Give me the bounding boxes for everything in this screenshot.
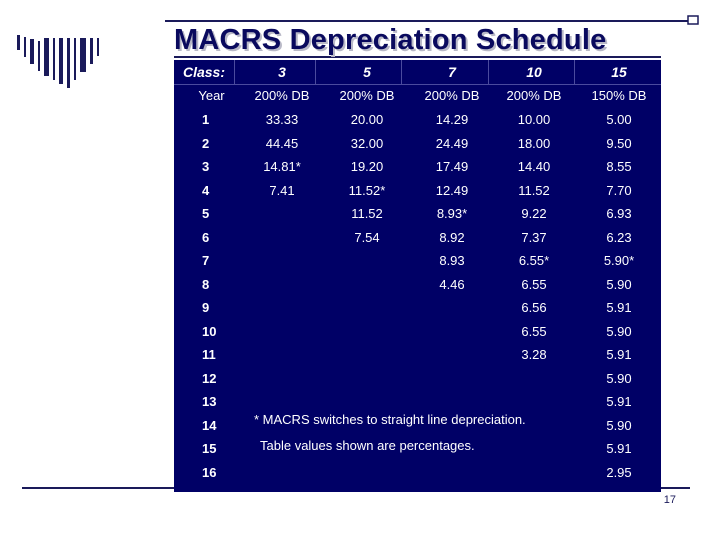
year-cell: 16 (202, 464, 217, 480)
stripe-bar (44, 38, 49, 76)
rate-cell: 14.81* (263, 159, 301, 174)
stripe-bar (17, 35, 20, 50)
class-header: 10 (526, 64, 542, 80)
rate-cell: 14.40 (517, 159, 551, 174)
class-label: Class: (182, 64, 226, 80)
switch-footnote: * MACRS switches to straight line deprec… (254, 412, 526, 427)
year-cell: 15 (202, 441, 217, 456)
rate-cell: 6.55 (521, 276, 547, 292)
rate-cell: 8.93 (439, 253, 465, 268)
method-cell: 200% DB (506, 88, 562, 103)
rate-cell: 2.95 (606, 464, 632, 480)
macrs-table: Class: 3 5 7 10 15 Year 200% DB 200% DB … (174, 60, 661, 492)
rate-cell: 6.56 (521, 300, 547, 315)
stripe-bar (97, 38, 99, 56)
rate-cell: 5.91 (606, 347, 632, 362)
rate-cell: 17.49 (435, 159, 469, 174)
rate-cell: 8.55 (606, 159, 632, 174)
rate-cell: 11.52 (518, 182, 550, 198)
year-cell: 7 (202, 253, 210, 268)
rate-cell: 10.00 (517, 112, 551, 127)
stripe-bar (90, 38, 93, 64)
rate-cell: 9.22 (521, 206, 547, 221)
rate-cell: 5.90 (606, 417, 632, 433)
class-header: 15 (611, 64, 627, 80)
class-header: 5 (363, 64, 371, 80)
stripe-bar (80, 38, 86, 72)
rate-cell: 5.90 (606, 323, 632, 339)
year-cell: 9 (202, 300, 210, 315)
rate-cell: 5.90 (606, 276, 632, 292)
method-cell: 150% DB (591, 88, 647, 103)
stripe-bar (30, 39, 34, 64)
class-header: 7 (448, 64, 456, 80)
year-cell: 11 (202, 347, 216, 362)
year-cell: 6 (202, 229, 210, 245)
page-title: MACRS Depreciation Schedule (174, 24, 607, 56)
rate-cell: 6.93 (606, 206, 632, 221)
rate-cell: 7.70 (606, 182, 632, 198)
stripe-bar (74, 38, 76, 80)
year-cell: 12 (202, 370, 217, 386)
rate-cell: 6.55* (518, 253, 550, 268)
year-cell: 14 (202, 417, 217, 433)
rate-cell: 5.91 (606, 441, 632, 456)
rate-cell: 18.00 (517, 135, 551, 151)
rate-cell: 6.23 (606, 229, 632, 245)
rate-cell: 33.33 (265, 112, 299, 127)
header-divider (234, 60, 235, 84)
rate-cell: 8.92 (439, 229, 465, 245)
year-cell: 1 (202, 112, 210, 127)
rate-cell: 32.00 (350, 135, 384, 151)
rate-cell: 5.90* (603, 253, 635, 268)
year-cell: 13 (202, 394, 217, 409)
rate-cell: 19.20 (350, 159, 384, 174)
stripe-bar (59, 38, 63, 84)
rate-cell: 5.91 (606, 300, 632, 315)
rate-cell: 7.41 (269, 182, 295, 198)
stripe-bar (38, 41, 40, 71)
year-label: Year (198, 88, 225, 103)
header-divider (401, 60, 402, 84)
title-underline (174, 56, 661, 58)
rate-cell: 5.00 (606, 112, 632, 127)
header-divider (315, 60, 316, 84)
header-rule (174, 84, 661, 85)
rate-cell: 5.91 (606, 394, 632, 409)
rate-cell: 14.29 (435, 112, 469, 127)
stripe-bar (67, 38, 70, 88)
rate-cell: 11.52* (348, 182, 386, 198)
stripe-bar (24, 37, 26, 57)
rate-cell: 4.46 (439, 276, 465, 292)
top-rule (165, 20, 695, 22)
rate-cell: 6.55 (521, 323, 547, 339)
year-cell: 4 (202, 182, 210, 198)
rate-cell: 12.49 (435, 182, 469, 198)
rate-cell: 20.00 (350, 112, 384, 127)
rate-cell: 11.52 (351, 206, 383, 221)
stripe-bar (53, 38, 55, 80)
year-cell: 5 (202, 206, 210, 221)
rate-cell: 9.50 (606, 135, 632, 151)
year-cell: 3 (202, 159, 210, 174)
year-cell: 2 (202, 135, 210, 151)
header-divider (574, 60, 575, 84)
rate-cell: 8.93* (436, 206, 468, 221)
rate-cell: 7.54 (354, 229, 380, 245)
rate-cell: 7.37 (521, 229, 547, 245)
year-cell: 8 (202, 276, 210, 292)
rate-cell: 24.49 (435, 135, 469, 151)
method-cell: 200% DB (254, 88, 310, 103)
year-cell: 10 (202, 323, 217, 339)
class-header: 3 (278, 64, 286, 80)
percent-footnote: Table values shown are percentages. (260, 438, 475, 453)
method-cell: 200% DB (424, 88, 480, 103)
rate-cell: 3.28 (521, 347, 547, 362)
header-divider (488, 60, 489, 84)
method-cell: 200% DB (339, 88, 395, 103)
page-number: 17 (663, 494, 676, 506)
rate-cell: 44.45 (265, 135, 299, 151)
rate-cell: 5.90 (606, 370, 632, 386)
corner-mark (687, 15, 699, 25)
